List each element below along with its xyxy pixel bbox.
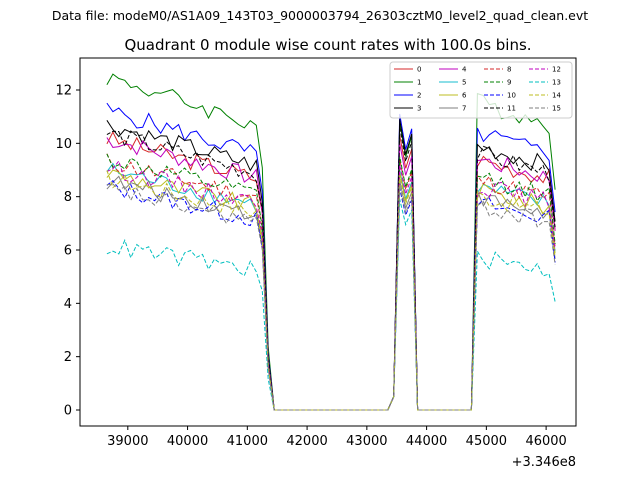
suptitle: Data file: modeM0/AS1A09_143T03_90000037… bbox=[52, 8, 588, 23]
legend-label-9: 9 bbox=[507, 79, 511, 87]
legend-label-1: 1 bbox=[417, 79, 421, 87]
y-tick-label: 12 bbox=[55, 84, 72, 99]
series-line-13 bbox=[106, 199, 556, 411]
x-tick-label: 45000 bbox=[466, 434, 507, 449]
legend-label-3: 3 bbox=[417, 105, 421, 113]
series-line-7 bbox=[106, 175, 556, 411]
legend-label-4: 4 bbox=[462, 66, 467, 74]
series-line-1 bbox=[106, 73, 556, 411]
y-tick-label: 6 bbox=[64, 244, 72, 259]
series-line-10 bbox=[106, 179, 556, 411]
legend-frame bbox=[389, 61, 573, 119]
plot-frame bbox=[79, 57, 577, 427]
x-tick-label: 42000 bbox=[286, 434, 327, 449]
x-tick-label: 46000 bbox=[525, 434, 566, 449]
series-line-14 bbox=[106, 170, 556, 411]
legend-label-8: 8 bbox=[507, 66, 511, 74]
series-line-8 bbox=[106, 153, 556, 411]
series-line-2 bbox=[106, 102, 556, 411]
legend-label-6: 6 bbox=[462, 92, 467, 100]
legend-label-10: 10 bbox=[507, 92, 516, 100]
series-layer bbox=[106, 73, 556, 411]
y-tick-label: 0 bbox=[64, 404, 72, 419]
y-tick-label: 10 bbox=[55, 137, 72, 152]
y-tick-label: 2 bbox=[64, 350, 72, 365]
x-axis: 39000 40000 41000 42000 43000 44000 45000 46000 bbox=[107, 426, 567, 449]
series-line-9 bbox=[106, 153, 556, 411]
x-tick-label: 41000 bbox=[227, 434, 268, 449]
legend-label-12: 12 bbox=[552, 66, 561, 74]
series-line-5 bbox=[106, 162, 556, 411]
legend-label-13: 13 bbox=[552, 79, 561, 87]
legend-label-7: 7 bbox=[462, 105, 466, 113]
series-line-11 bbox=[106, 127, 556, 411]
legend-label-2: 2 bbox=[417, 92, 421, 100]
series-line-3 bbox=[106, 119, 556, 411]
y-tick-label: 8 bbox=[64, 190, 72, 205]
legend-label-15: 15 bbox=[552, 105, 561, 113]
x-tick-label: 43000 bbox=[346, 434, 387, 449]
x-tick-label: 44000 bbox=[406, 434, 447, 449]
y-axis: 0 2 4 6 8 10 12 bbox=[55, 84, 80, 419]
legend-label-14: 14 bbox=[552, 92, 561, 100]
chart-title: Quadrant 0 module wise count rates with … bbox=[124, 36, 531, 54]
legend-label-0: 0 bbox=[417, 66, 421, 74]
x-tick-label: 39000 bbox=[107, 434, 148, 449]
legend-label-11: 11 bbox=[507, 105, 516, 113]
legend-label-5: 5 bbox=[462, 79, 466, 87]
y-tick-label: 4 bbox=[64, 297, 72, 312]
series-line-15 bbox=[106, 183, 556, 411]
x-offset-label: +3.346e8 bbox=[512, 455, 576, 470]
x-tick-label: 40000 bbox=[167, 434, 208, 449]
